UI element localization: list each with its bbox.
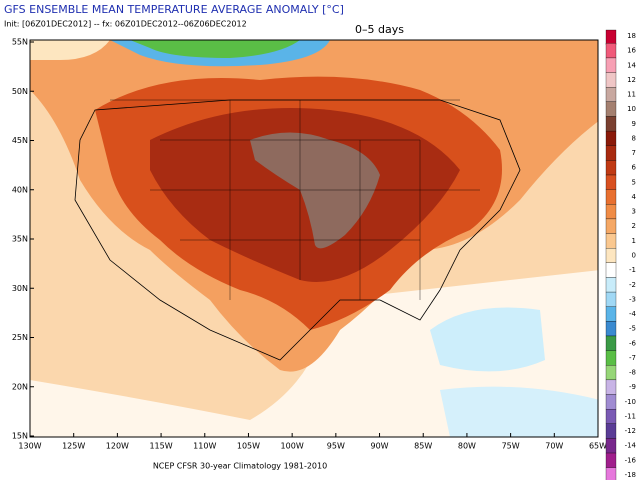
colorbar-label: 14 xyxy=(627,61,636,69)
colorbar-label: -9 xyxy=(629,383,636,391)
lon-label: 115W xyxy=(149,442,172,451)
lat-label: 30N xyxy=(12,284,28,293)
colorbar-label: -16 xyxy=(625,456,637,464)
colorbar-label: 1 xyxy=(632,237,636,245)
colorbar-swatch xyxy=(605,101,617,117)
map xyxy=(30,40,598,437)
colorbar-label: 0 xyxy=(632,252,636,260)
colorbar-swatch xyxy=(605,87,617,103)
colorbar-label: 8 xyxy=(632,134,636,142)
colorbar-swatch xyxy=(605,218,617,234)
colorbar-swatch xyxy=(605,43,617,59)
colorbar-swatch xyxy=(605,262,617,278)
colorbar-swatch xyxy=(605,57,617,73)
colorbar-swatch xyxy=(605,248,617,263)
colorbar-label: 12 xyxy=(627,76,636,84)
lon-label: 95W xyxy=(327,442,345,451)
colorbar-label: -6 xyxy=(629,339,637,347)
lon-label: 105W xyxy=(237,442,260,451)
colorbar-swatch xyxy=(605,350,617,366)
colorbar-label: -2 xyxy=(629,281,636,289)
colorbar-label: -3 xyxy=(629,295,636,303)
colorbar-swatch xyxy=(605,204,617,220)
colorbar-label: 16 xyxy=(627,47,636,55)
colorbar-swatch xyxy=(605,116,617,132)
colorbar-label: -7 xyxy=(629,354,636,362)
lat-label: 55N xyxy=(12,38,28,47)
colorbar-label: -8 xyxy=(629,369,636,377)
colorbar-label: 3 xyxy=(632,208,636,216)
lon-label: 125W xyxy=(62,442,85,451)
colorbar-swatch xyxy=(605,189,617,205)
colorbar-swatch xyxy=(605,394,617,410)
colorbar-label: -18 xyxy=(625,471,636,479)
colorbar-label: -14 xyxy=(625,442,637,450)
colorbar-swatch xyxy=(605,467,617,483)
lat-label: 50N xyxy=(12,87,28,96)
colorbar-label: 9 xyxy=(632,120,636,128)
colorbar-label: 18 xyxy=(627,32,636,40)
colorbar-label: -12 xyxy=(625,427,636,435)
colorbar-label: 11 xyxy=(627,91,636,99)
colorbar-swatch xyxy=(605,452,617,468)
init-line: Init: [06Z01DEC2012] -- fx: 06Z01DEC2012… xyxy=(4,20,247,29)
colorbar-label: -1 xyxy=(629,266,636,274)
colorbar-swatch xyxy=(605,291,617,307)
colorbar-label: -10 xyxy=(625,398,636,406)
colorbar-label: 7 xyxy=(632,149,636,157)
lon-label: 80W xyxy=(458,442,476,451)
colorbar-swatch xyxy=(605,72,617,88)
lon-label: 85W xyxy=(414,442,432,451)
lat-label: 45N xyxy=(12,136,28,145)
lon-label: 130W xyxy=(18,442,41,451)
lat-label: 40N xyxy=(12,185,28,194)
lon-label: 90W xyxy=(370,442,388,451)
colorbar-swatch xyxy=(605,335,617,351)
colorbar-label: 10 xyxy=(627,105,636,113)
colorbar-label: 6 xyxy=(632,164,637,172)
colorbar-swatch xyxy=(605,423,617,439)
colorbar-swatch xyxy=(605,365,617,381)
colorbar-swatch xyxy=(605,438,617,454)
colorbar-swatch xyxy=(605,174,617,190)
colorbar-swatch xyxy=(605,321,617,337)
colorbar-swatch xyxy=(605,306,617,322)
lat-label: 20N xyxy=(12,382,28,391)
colorbar-swatch xyxy=(605,145,617,161)
colorbar-swatch xyxy=(605,130,617,146)
period: 0–5 days xyxy=(355,23,404,36)
lat-label: 35N xyxy=(12,235,28,244)
colorbar-label: -5 xyxy=(629,325,636,333)
colorbar-swatch xyxy=(605,408,617,424)
colorbar-swatch xyxy=(605,233,617,249)
colorbar-label: -11 xyxy=(625,412,636,420)
colorbar-label: 5 xyxy=(632,178,636,186)
colorbar-label: 4 xyxy=(632,193,637,201)
colorbar-label: -4 xyxy=(629,310,637,318)
colorbar-swatch xyxy=(605,277,617,293)
lon-label: 75W xyxy=(502,442,520,451)
colorbar-label: 2 xyxy=(632,222,636,230)
lat-label: 25N xyxy=(12,333,28,342)
lon-label: 120W xyxy=(106,442,129,451)
lon-label: 65W xyxy=(589,442,607,451)
lat-label: 15N xyxy=(12,432,28,441)
colorbar-swatch xyxy=(605,379,617,395)
colorbar-swatch xyxy=(605,160,617,176)
footer-note: NCEP CFSR 30-year Climatology 1981-2010 xyxy=(153,462,327,471)
lon-label: 70W xyxy=(545,442,563,451)
colorbar-swatch xyxy=(605,29,617,45)
title: GFS ENSEMBLE MEAN TEMPERATURE AVERAGE AN… xyxy=(4,3,344,16)
lon-label: 100W xyxy=(281,442,304,451)
lon-label: 110W xyxy=(193,442,216,451)
